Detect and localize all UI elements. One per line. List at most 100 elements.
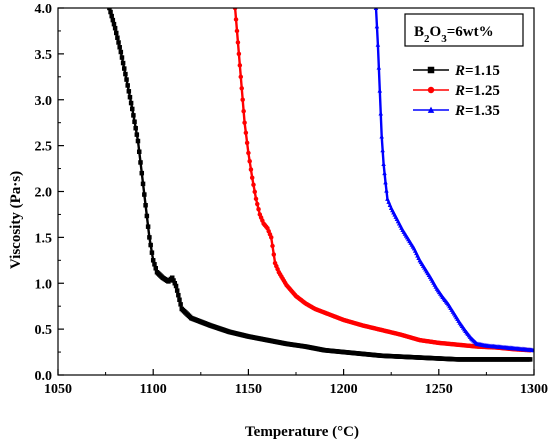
x-tick-label: 1200 [330,382,358,397]
tick-layer: 1050 1100 1150 1200 1250 1300 0.0 0.5 1.0 1.5 2.0 2… [35,2,549,397]
y-tick-label: 1.5 [35,231,53,246]
data-point [239,86,244,91]
legend-marker [427,86,435,94]
data-point [122,66,127,71]
y-tick-label: 3.5 [35,48,53,63]
data-point [144,213,150,219]
data-point [128,100,134,106]
series-1 [107,8,533,362]
data-point [123,71,128,77]
data-point [136,149,142,154]
series-3 [373,8,534,353]
y-tick-label: 4.0 [35,2,53,17]
data-point [271,252,277,257]
legend: R=1.15 R=1.25 R=1.35 [413,63,500,119]
series-line [108,8,531,361]
data-point [111,21,117,27]
data-point [251,182,256,188]
data-point [169,275,175,280]
data-point [132,119,137,125]
data-point [270,243,275,249]
y-tick-label: 2.0 [35,186,53,201]
series-layer [107,8,534,362]
data-point [177,297,182,303]
series-line [233,8,531,352]
data-point [143,203,148,208]
y-axis-title: Viscosity (Pa·s) [8,171,24,269]
data-point [127,94,133,100]
plot-frame [57,7,535,376]
legend-label: R=1.25 [454,83,500,99]
data-point [110,17,116,23]
legend-marker [427,66,435,74]
data-point [382,170,387,176]
data-point [171,278,176,283]
data-point [235,40,241,45]
data-point [374,23,380,29]
data-point [130,106,135,112]
data-point [149,250,155,255]
data-point [153,266,158,271]
y-tick-label: 1.0 [35,277,53,292]
data-point [243,130,249,136]
x-tick-label: 1250 [425,382,453,397]
data-point [125,83,130,88]
data-point [242,120,247,125]
data-point [107,8,112,11]
data-point [241,108,246,114]
data-point [116,40,121,45]
x-tick-label: 1100 [140,382,167,397]
y-tick-label: 2.5 [35,140,53,155]
data-point [383,179,388,185]
data-point [133,125,138,131]
data-point [134,132,140,137]
x-tick-label: 1300 [520,382,548,397]
data-point [173,283,179,289]
data-point [240,97,245,102]
data-point [109,13,114,19]
data-point [375,42,381,47]
annotation-text: B2O3=6wt% [414,24,494,45]
data-point [138,160,143,165]
data-point [178,302,183,307]
data-point [252,189,257,195]
data-point [247,158,252,164]
data-point [527,357,533,362]
legend-marker [427,106,435,113]
data-point [145,224,151,229]
data-point [256,206,261,212]
x-tick-label: 1050 [44,382,72,397]
data-point [112,25,118,31]
y-tick-label: 0.0 [35,369,53,384]
data-point [249,175,255,180]
annotation-frame [404,13,524,47]
data-point [253,196,259,202]
data-point [115,35,120,40]
data-point [140,181,146,187]
data-point [114,30,119,36]
data-point [120,60,126,66]
series-line [374,8,534,352]
legend-label: R=1.15 [454,63,500,79]
data-point [377,88,383,93]
data-point [119,55,125,60]
data-point [380,147,385,153]
x-tick-label: 1150 [235,382,262,397]
data-point [142,192,147,197]
data-point [381,161,386,166]
data-point [246,150,251,156]
data-point [268,235,274,240]
data-point [152,262,157,267]
data-point [118,49,124,55]
data-point [148,242,153,248]
data-point [234,28,240,34]
data-point [233,17,239,22]
data-point [124,77,129,82]
data-point [238,74,244,80]
data-point [139,170,145,176]
y-tick-label: 0.5 [35,323,53,338]
annotation-box: B2O3=6wt% [404,13,524,47]
data-point [131,113,136,118]
data-point [376,65,382,70]
data-point [237,63,243,68]
